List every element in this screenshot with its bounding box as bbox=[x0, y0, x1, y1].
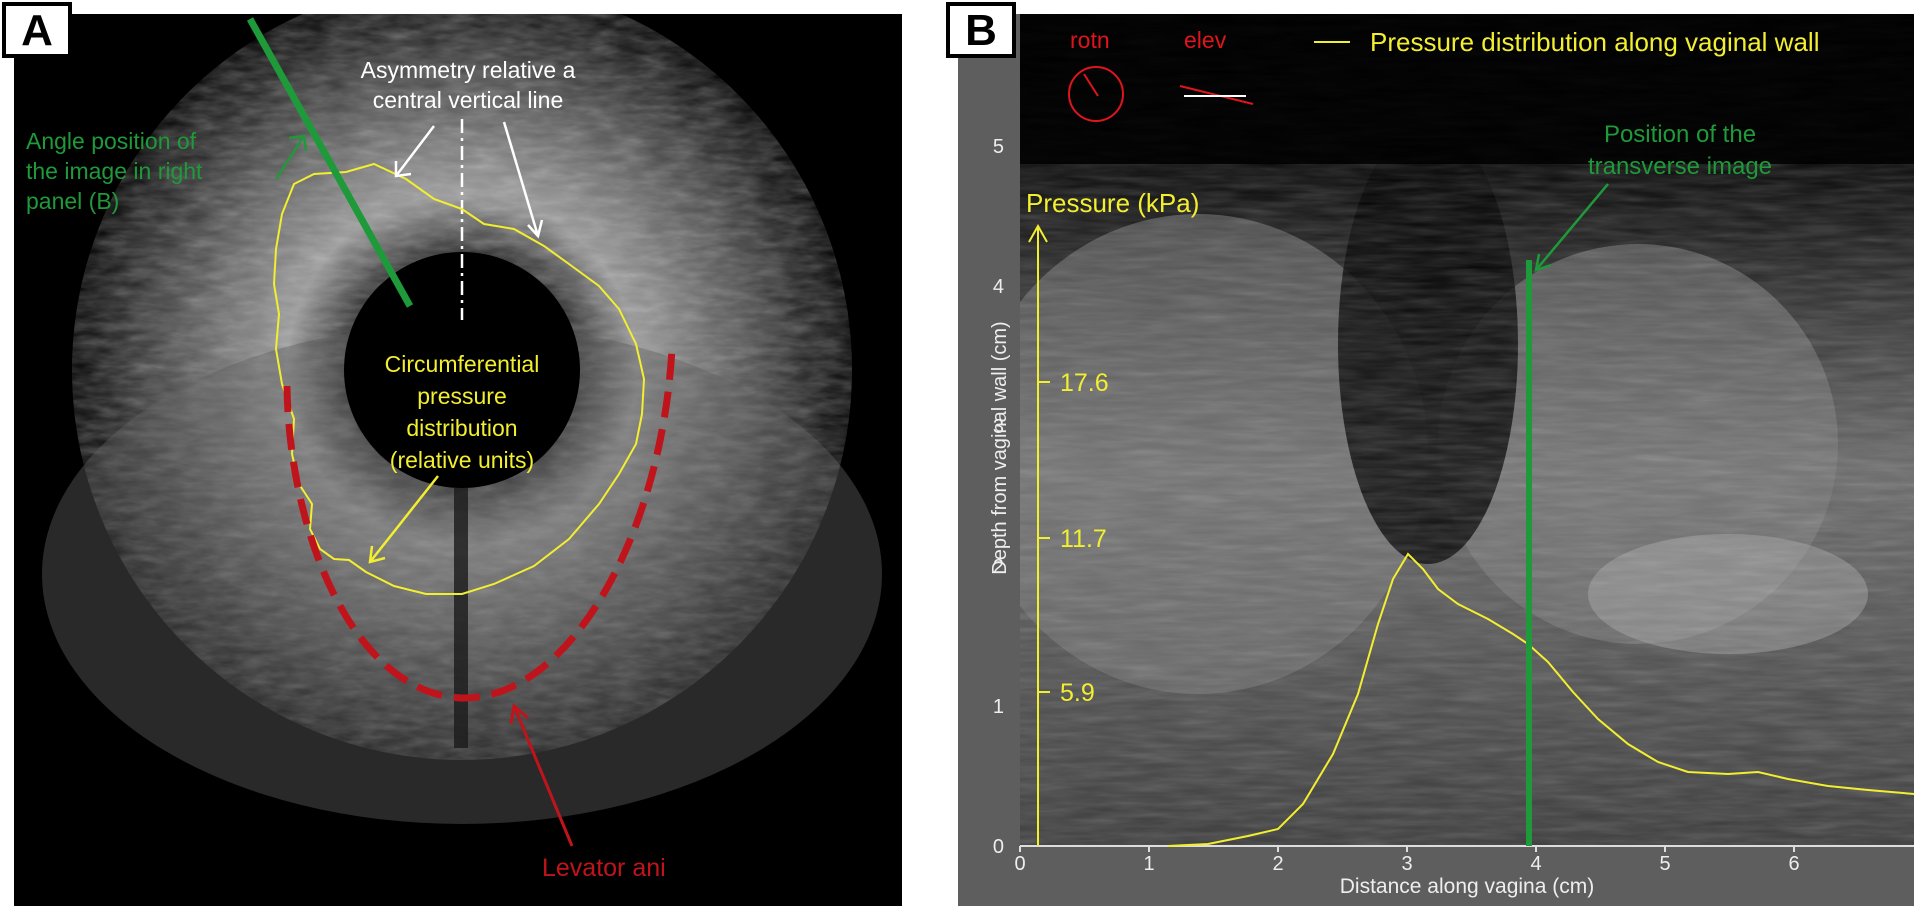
y-tick-label: 4 bbox=[993, 276, 1004, 298]
white-arrow-right bbox=[502, 121, 544, 239]
y-tick-label: 0 bbox=[993, 836, 1004, 858]
y-axis-title: Depth from vaginal wall (cm) bbox=[989, 321, 1011, 574]
green-arrow bbox=[274, 134, 308, 180]
asymmetry-label-line2: central vertical line bbox=[373, 87, 563, 113]
angle-label-line2: the image in right bbox=[26, 158, 203, 184]
y-tick-label: 1 bbox=[993, 696, 1004, 718]
y-axis-ticks: 0 1 2 3 4 5 bbox=[993, 136, 1004, 858]
angle-position-line bbox=[246, 17, 414, 308]
y-tick-label: 3 bbox=[993, 416, 1004, 438]
red-arrow bbox=[509, 703, 574, 847]
panel-a-letter: A bbox=[2, 2, 72, 58]
elev-label: elev bbox=[1184, 27, 1227, 53]
pressure-distribution-curve bbox=[1167, 552, 1914, 847]
circumferential-label-line4: (relative units) bbox=[390, 447, 534, 473]
rotn-label: rotn bbox=[1070, 27, 1110, 53]
angle-label-line3: panel (B) bbox=[26, 188, 119, 214]
pressure-tick-17-6: 17.6 bbox=[1060, 369, 1109, 397]
pressure-tick-5-9: 5.9 bbox=[1060, 679, 1095, 707]
transverse-position-arrow bbox=[1534, 183, 1609, 272]
legend-label: Pressure distribution along vaginal wall bbox=[1370, 27, 1819, 57]
panel-a-svg: Angle position of the image in right pan… bbox=[26, 14, 882, 882]
x-tick-label: 3 bbox=[1401, 853, 1412, 875]
x-axis-title: Distance along vagina (cm) bbox=[1340, 875, 1594, 898]
pressure-axis-title: Pressure (kPa) bbox=[1026, 188, 1199, 218]
pressure-axis-arrow bbox=[1028, 223, 1048, 243]
y-tick-label: 2 bbox=[993, 556, 1004, 578]
x-axis-ticks: 0 1 2 3 4 5 6 bbox=[1014, 846, 1800, 875]
x-tick-label: 0 bbox=[1014, 853, 1025, 875]
position-label-line1: Position of the bbox=[1604, 121, 1756, 148]
circumferential-label-line3: distribution bbox=[406, 415, 517, 441]
x-tick-label: 1 bbox=[1143, 853, 1154, 875]
position-label-line2: transverse image bbox=[1588, 153, 1772, 180]
panel-b-ultrasound: 0 1 2 3 4 5 6 0 1 2 3 4 5 Depth from vaginal wall (… bbox=[958, 14, 1914, 906]
circumferential-label-line1: Circumferential bbox=[385, 351, 540, 377]
x-tick-label: 2 bbox=[1272, 853, 1283, 875]
y-tick-label: 5 bbox=[993, 136, 1004, 158]
x-tick-label: 6 bbox=[1788, 853, 1799, 875]
white-arrow-left bbox=[394, 125, 435, 178]
panel-a-ultrasound: Angle position of the image in right pan… bbox=[14, 14, 902, 906]
asymmetry-label-line1: Asymmetry relative a bbox=[361, 57, 576, 83]
rotn-indicator bbox=[1068, 66, 1124, 122]
panel-b-svg: 0 1 2 3 4 5 6 0 1 2 3 4 5 Depth from vaginal wall (… bbox=[989, 14, 1914, 898]
yellow-arrow bbox=[368, 475, 439, 564]
probe-lumen bbox=[344, 252, 580, 488]
panel-b-letter: B bbox=[946, 2, 1016, 58]
circumferential-label-line2: pressure bbox=[417, 383, 506, 409]
sagittal-ultrasound-image bbox=[1020, 14, 1914, 846]
x-tick-label: 5 bbox=[1659, 853, 1670, 875]
x-tick-label: 4 bbox=[1530, 853, 1541, 875]
pressure-tick-11-7: 11.7 bbox=[1060, 525, 1107, 553]
angle-label-line1: Angle position of bbox=[26, 128, 197, 154]
levator-ani-arc bbox=[283, 347, 676, 702]
levator-ani-label: Levator ani bbox=[542, 854, 666, 882]
